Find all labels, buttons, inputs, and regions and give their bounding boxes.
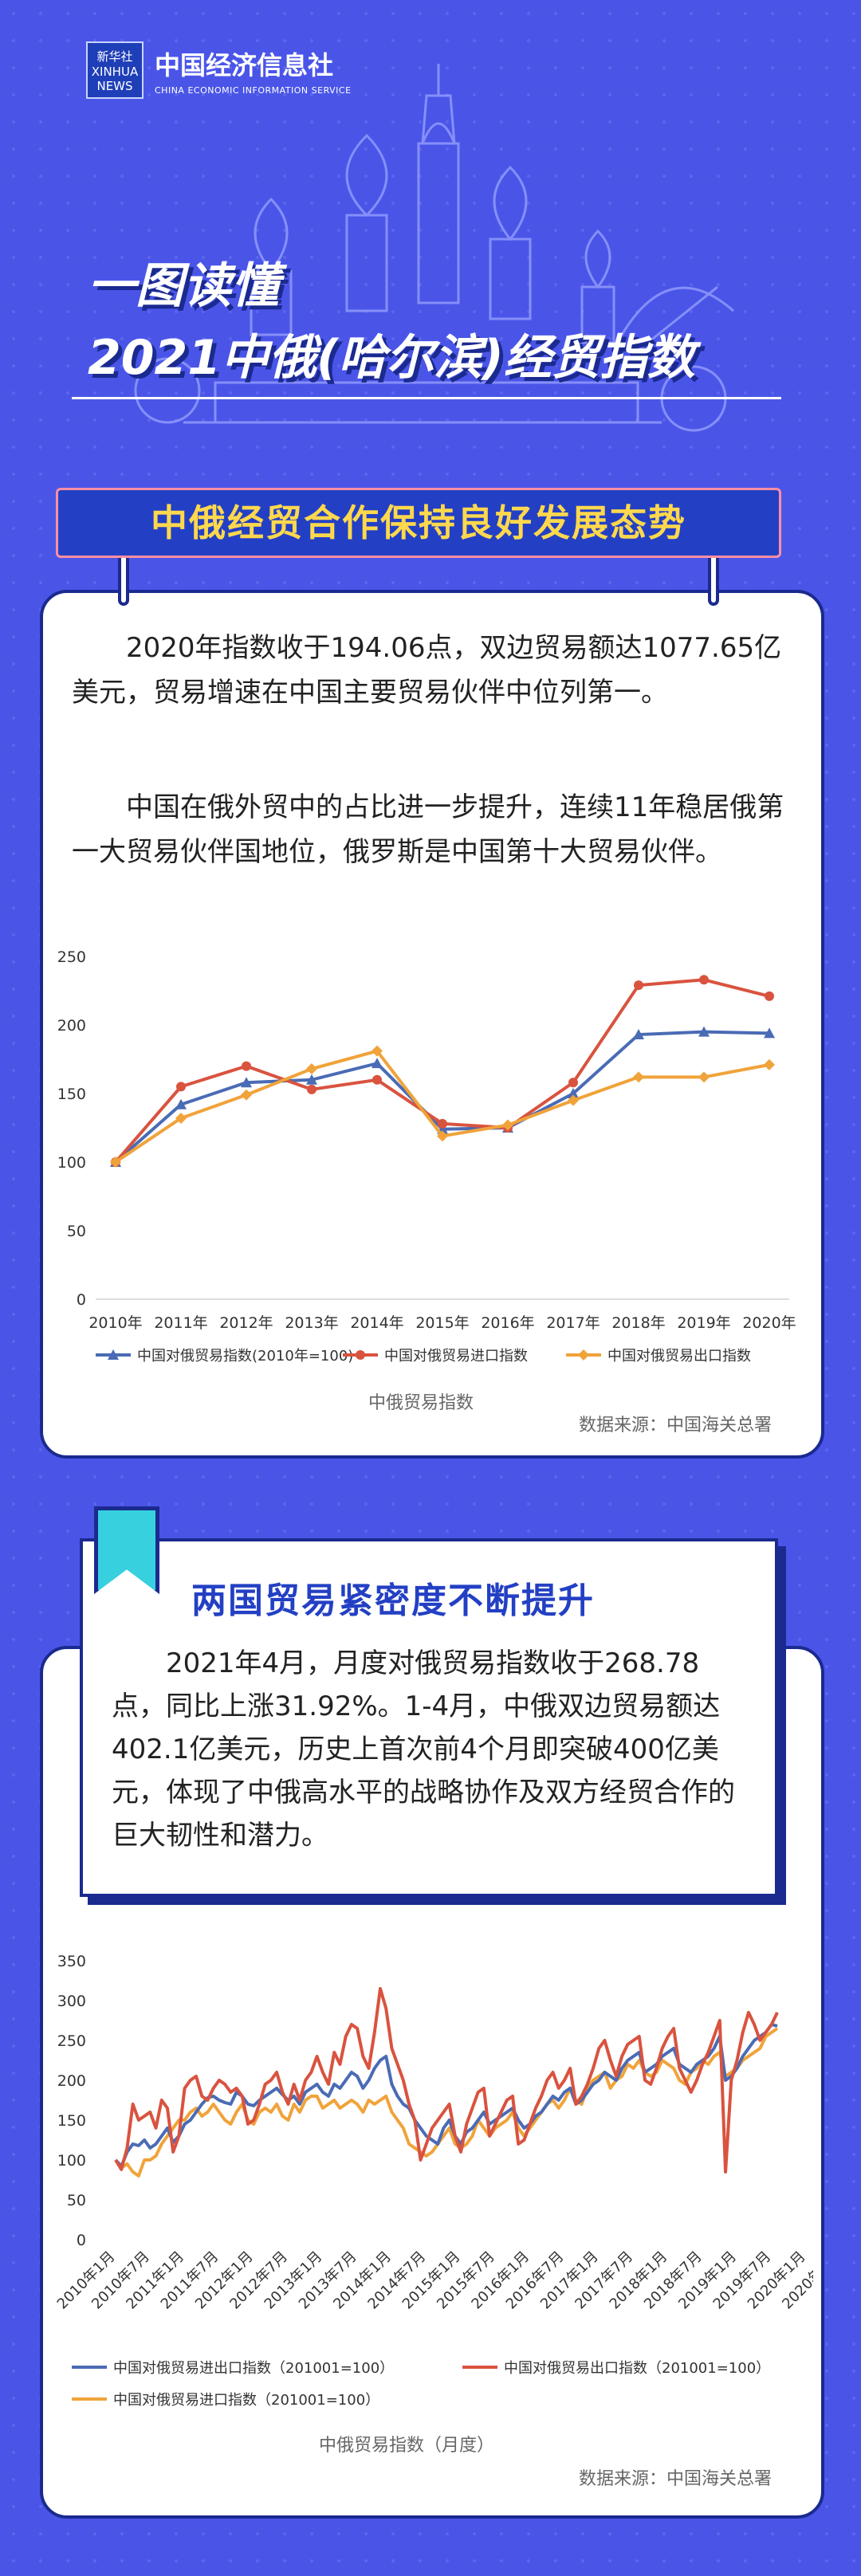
y-tick-label: 250 (57, 948, 86, 966)
section2-paragraph: 2021年4月，月度对俄贸易指数收于268.78点，同比上涨31.92%。1-4… (112, 1647, 735, 1852)
legend-marker (108, 1349, 119, 1360)
series-line-1 (114, 1987, 779, 2174)
series-line-0 (114, 1030, 770, 1164)
data-point (307, 1084, 316, 1094)
data-point (698, 1071, 710, 1083)
left-pin (118, 550, 129, 606)
cathedral-illustration (134, 64, 734, 432)
x-tick-label: 2010年 (88, 1314, 142, 1332)
data-point (241, 1089, 252, 1101)
x-tick-label: 2012年 (219, 1314, 273, 1332)
y-tick-label: 100 (57, 2152, 86, 2170)
x-tick-label: 2019年 (677, 1314, 730, 1332)
series-line-2 (114, 2027, 779, 2177)
y-tick-label: 250 (57, 2032, 86, 2050)
x-tick-label: 2013年 (285, 1314, 338, 1332)
y-tick-label: 350 (57, 1953, 86, 1970)
y-tick-label: 50 (67, 2192, 86, 2209)
monthly-trade-index-chart: 0501001502002503003502010年1月2010年7月2011年… (54, 1953, 813, 2409)
annual-trade-index-chart: 0 50 100 150 200 250 2010年 2011年 2012年 2013年 2014年… (57, 948, 796, 1365)
y-tick-label: 300 (57, 1993, 86, 2010)
legend-label: 中国对俄贸易进口指数 (384, 1348, 528, 1365)
section2-textbox (80, 1538, 778, 1897)
y-tick-label: 0 (77, 2232, 86, 2249)
section1-banner: 中俄经贸合作保持良好发展态势 (56, 488, 781, 558)
data-point (634, 980, 643, 991)
chart2-caption: 中俄贸易指数（月度） (319, 2436, 495, 2456)
data-point (438, 1118, 447, 1129)
logo: 新华社 XINHUA NEWS 中国经济信息社 CHINA ECONOMIC I… (86, 41, 352, 99)
data-point (175, 1098, 187, 1109)
title-underline (72, 397, 781, 399)
data-point (437, 1130, 448, 1142)
chart2-source: 数据来源：中国海关总署 (579, 2469, 773, 2489)
xinhua-logo-box: 新华社 XINHUA NEWS (86, 41, 144, 99)
section1-paragraph-2: 中国在俄外贸中的占比进一步提升，连续11年稳居俄第一大贸易伙伴国地位，俄罗斯是中… (72, 791, 784, 868)
logo-en-name: CHINA ECONOMIC INFORMATION SERVICE (155, 84, 352, 96)
data-point (241, 1077, 252, 1088)
data-point (502, 1119, 513, 1131)
data-point (764, 1058, 775, 1070)
data-point (633, 1029, 644, 1040)
data-point (372, 1058, 383, 1069)
y-tick-label: 200 (57, 1017, 86, 1035)
data-point (568, 1088, 579, 1098)
y-tick-label: 150 (57, 2112, 86, 2130)
logo-cn-name: 中国经济信息社 (155, 49, 334, 80)
data-point (306, 1063, 317, 1075)
data-point (242, 1061, 251, 1071)
page-title-line2: 2021中俄(哈尔滨)经贸指数 (88, 330, 695, 386)
y-tick-label: 150 (57, 1086, 86, 1103)
series-line-2 (114, 1049, 770, 1164)
y-tick-label: 200 (57, 2072, 86, 2090)
data-point (568, 1094, 579, 1106)
data-point (175, 1112, 187, 1124)
legend-label: 中国对俄贸易进口指数（201001=100） (113, 2392, 379, 2409)
chart1-source: 数据来源：中国海关总署 (579, 1416, 773, 1435)
legend-label: 中国对俄贸易出口指数（201001=100） (504, 2360, 770, 2377)
right-pin (708, 550, 719, 606)
series-line-0 (114, 2023, 778, 2168)
y-tick-label: 100 (57, 1154, 86, 1172)
x-tick-label: 2011年 (154, 1314, 207, 1332)
data-point (698, 1026, 710, 1037)
legend-label: 中国对俄贸易出口指数 (607, 1348, 751, 1365)
data-point (699, 975, 709, 985)
data-point (633, 1071, 644, 1083)
legend-marker (356, 1350, 365, 1360)
x-tick-label: 2020年 (742, 1314, 796, 1332)
x-tick-label: 2018年 (611, 1314, 665, 1332)
legend-marker (578, 1349, 589, 1361)
data-point (765, 991, 774, 1001)
x-tick-label: 2015年 (415, 1314, 469, 1332)
page-title-line1: 一图读懂 (88, 258, 279, 314)
y-tick-label: 50 (67, 1223, 86, 1240)
section1-card (40, 590, 824, 1459)
section1-paragraph-1: 2020年指数收于194.06点，双边贸易额达1077.65亿美元，贸易增速在中… (72, 632, 782, 709)
y-tick-label: 0 (77, 1291, 86, 1309)
data-point (110, 1156, 121, 1168)
data-point (372, 1074, 382, 1085)
data-point (372, 1045, 383, 1057)
x-tick-label: 2014年 (350, 1314, 403, 1332)
legend-label: 中国对俄贸易指数(2010年=100) (137, 1348, 353, 1365)
x-tick-label: 2016年 (481, 1314, 534, 1332)
legend-label: 中国对俄贸易进出口指数（201001=100） (113, 2360, 394, 2377)
chart1-caption: 中俄贸易指数 (368, 1393, 474, 1413)
data-point (568, 1078, 578, 1088)
data-point (306, 1074, 317, 1085)
data-point (176, 1082, 186, 1092)
data-point (764, 1027, 775, 1039)
section2-title: 两国贸易紧密度不断提升 (191, 1581, 595, 1621)
x-tick-label: 2017年 (546, 1314, 600, 1332)
